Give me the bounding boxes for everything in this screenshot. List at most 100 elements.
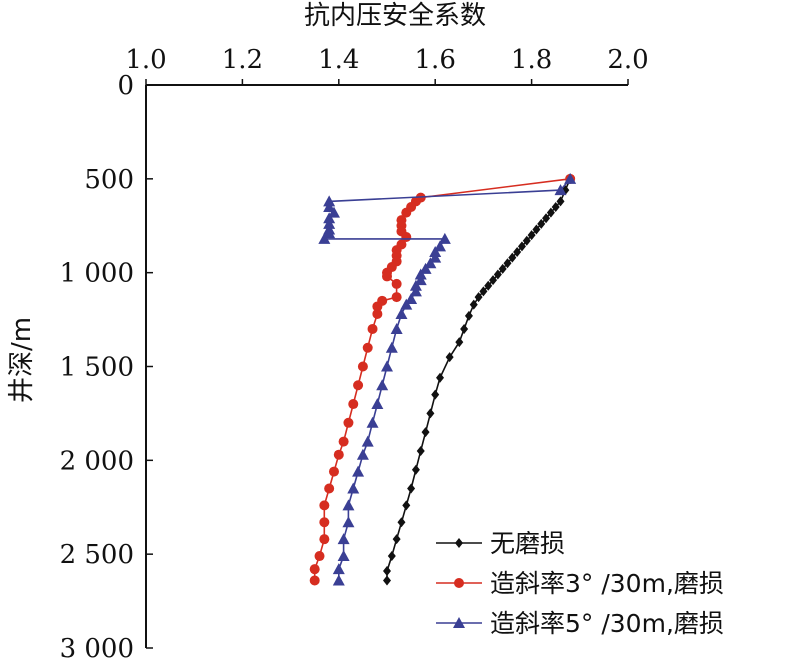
data-point (323, 200, 336, 212)
data-point (409, 279, 422, 291)
data-point (323, 212, 336, 224)
data-point (383, 566, 391, 577)
legend-label: 无磨损 (490, 529, 565, 558)
data-point (391, 292, 402, 303)
data-point (343, 417, 354, 428)
data-point (337, 550, 350, 562)
data-point (337, 533, 350, 545)
y-tick-label: 0 (117, 71, 134, 101)
data-point (493, 269, 502, 280)
legend-marker (455, 538, 463, 548)
data-point (532, 224, 541, 235)
data-point (332, 563, 345, 575)
data-point (319, 534, 330, 545)
data-point (508, 252, 517, 263)
y-tick-label: 2 000 (60, 446, 134, 476)
data-point (416, 445, 425, 456)
data-point (348, 399, 359, 410)
series-layer (309, 172, 577, 586)
y-tick-label: 1 000 (60, 259, 134, 289)
data-point (372, 301, 383, 312)
legend-item: 无磨损 (436, 529, 565, 558)
data-point (436, 372, 445, 383)
data-point (342, 499, 355, 511)
data-point (323, 217, 336, 229)
legend-label: 造斜率3° /30m,磨损 (490, 569, 724, 598)
data-point (347, 482, 360, 494)
data-point (333, 449, 344, 460)
data-point (327, 206, 340, 218)
data-point (366, 416, 379, 428)
data-point (323, 227, 336, 239)
series-1 (383, 173, 575, 586)
data-point (513, 247, 522, 258)
data-point (464, 310, 473, 321)
data-point (382, 271, 392, 282)
data-point (405, 292, 418, 304)
legend-item: 造斜率5° /30m,磨损 (436, 609, 724, 638)
data-point (421, 427, 430, 438)
data-point (309, 564, 320, 575)
data-point (385, 341, 398, 353)
data-point (391, 278, 402, 289)
y-tick-label: 2 500 (60, 540, 134, 570)
data-point (342, 516, 355, 528)
data-point (352, 465, 365, 477)
x-tick-label: 1.0 (125, 45, 166, 75)
data-point (328, 466, 339, 477)
y-axis-label: 井深/m (7, 317, 37, 403)
data-point (314, 551, 325, 562)
data-point (353, 380, 364, 391)
legend-label: 造斜率5° /30m,磨损 (490, 609, 724, 638)
data-point (542, 213, 551, 224)
data-point (434, 240, 447, 252)
x-tick-label: 1.2 (222, 45, 263, 75)
x-tick-label: 1.8 (511, 45, 552, 75)
y-tick-label: 500 (84, 165, 134, 195)
data-point (426, 408, 435, 419)
x-tick-label: 1.4 (318, 45, 359, 75)
data-point (390, 322, 403, 334)
data-point (424, 257, 437, 269)
data-point (367, 323, 378, 334)
data-point (498, 263, 507, 274)
data-point (469, 299, 478, 310)
series-2 (309, 173, 576, 586)
data-point (429, 246, 442, 258)
data-point (419, 262, 432, 274)
data-point (438, 232, 451, 244)
data-point (414, 274, 427, 286)
x-tick-label: 2.0 (607, 45, 648, 75)
y-tick-label: 3 000 (60, 634, 134, 664)
data-point (357, 361, 368, 372)
data-point (414, 268, 427, 280)
data-point (324, 483, 335, 494)
data-point (400, 298, 413, 310)
data-point (455, 337, 464, 348)
data-point (556, 196, 565, 207)
data-point (392, 534, 401, 545)
data-point (402, 500, 411, 511)
data-point (362, 342, 373, 353)
data-point (411, 464, 420, 475)
data-point (332, 574, 345, 586)
data-point (554, 184, 567, 196)
data-point (338, 436, 349, 447)
data-point (522, 235, 531, 246)
chart-title: 抗内压安全系数 (304, 1, 486, 31)
legend-marker (453, 617, 465, 628)
data-point (409, 285, 422, 297)
data-point (564, 172, 577, 184)
data-point (537, 218, 546, 229)
data-point (401, 207, 412, 218)
data-point (517, 241, 526, 252)
data-point (397, 517, 406, 528)
data-point (376, 379, 389, 391)
x-tick-label: 1.6 (415, 45, 456, 75)
data-point (319, 517, 330, 528)
data-point (372, 308, 383, 319)
data-point (407, 483, 416, 494)
data-point (431, 389, 440, 400)
